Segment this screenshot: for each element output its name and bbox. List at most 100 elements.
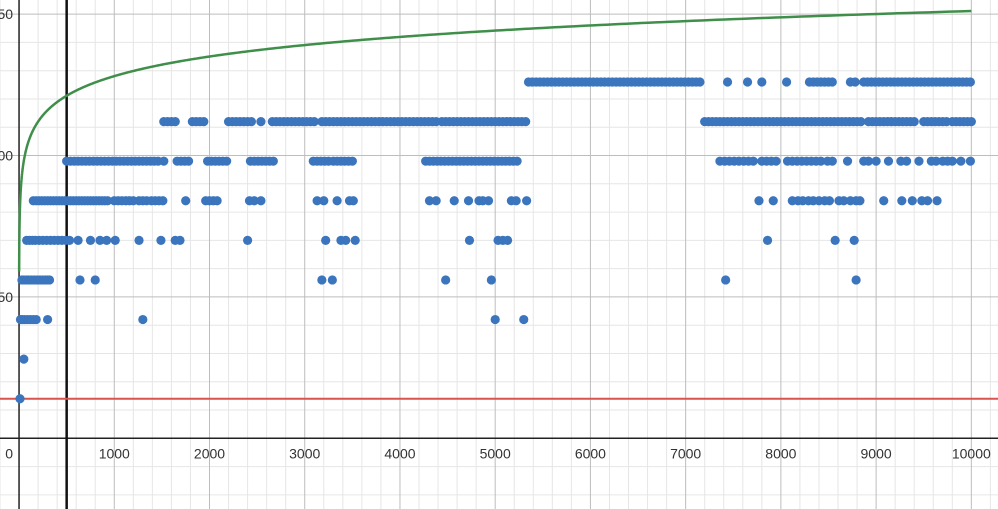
data-point [183,156,194,166]
data-point [90,275,100,285]
data-point [839,196,849,206]
y-tick-label: 150 [0,6,13,22]
data-point [502,235,513,245]
data-point [932,196,942,206]
data-point [212,196,222,206]
data-point [816,156,826,166]
data-point [695,77,705,87]
data-point [849,235,859,245]
data-point [347,156,357,166]
x-tick-label: 10000 [952,445,991,461]
data-point [158,196,168,206]
x-tick-label: 7000 [670,445,701,461]
data-point [170,116,180,127]
data-point [742,77,753,87]
data-point [901,156,912,166]
data-point [522,196,532,206]
x-tick-label: 6000 [575,445,606,461]
data-point [222,156,232,166]
data-point [830,235,840,245]
data-point [73,235,83,245]
log-curve [17,9,972,272]
data-point [956,156,966,166]
data-point [754,196,764,206]
data-point [341,235,351,245]
data-point [863,156,874,166]
data-point [138,314,148,325]
data-point [309,116,319,127]
x-tick-label: 2000 [194,445,225,461]
data-point [134,235,144,245]
curve-layer [17,9,972,272]
x-tick-label: 3000 [289,445,320,461]
data-point [490,314,500,325]
points-layer [15,77,976,404]
data-point [965,156,975,166]
data-point [256,116,266,127]
data-point [424,196,435,206]
data-point [827,77,837,87]
data-point [947,156,957,166]
data-point [914,156,924,166]
data-point [722,77,733,87]
data-point [879,196,889,206]
data-point [771,156,781,166]
data-point [102,235,112,245]
data-point [15,394,25,404]
y-tick-label: 100 [0,148,13,164]
x-tick-label: 5000 [480,445,511,461]
x-tick-label: 0 [5,445,13,461]
data-point [431,196,441,206]
data-point [781,77,792,87]
data-point [95,235,105,245]
data-point [44,275,55,285]
data-point [463,196,474,206]
data-point [762,235,773,245]
data-point [827,156,837,166]
data-point [871,156,881,166]
x-tick-label: 1000 [99,445,130,461]
data-point [512,156,522,166]
data-point [748,156,758,166]
data-point [249,196,259,206]
data-point [850,77,860,87]
x-tick-label: 8000 [765,445,796,461]
data-point [103,196,113,206]
data-point [256,196,266,206]
data-point [199,116,209,127]
data-point [757,77,767,87]
data-point [519,314,529,325]
data-point [350,235,360,245]
data-point [464,235,475,245]
data-point [317,275,327,285]
data-point [268,156,278,166]
data-point [312,196,322,206]
data-point [483,196,494,206]
data-point [85,235,96,245]
tick-labels: 0 1000 2000 3000 4000 5000 6000 7000 8000 9000 100… [0,6,991,461]
data-point [922,196,933,206]
data-point [768,196,778,206]
data-point [824,196,835,206]
x-tick-label: 4000 [384,445,415,461]
data-point [332,196,342,206]
data-point [855,196,865,206]
data-point [246,116,256,127]
data-point [319,196,329,206]
data-point [883,156,894,166]
data-point [721,275,731,285]
data-point [966,116,976,127]
data-point [75,275,85,285]
data-point [159,156,169,166]
data-point [965,77,975,87]
data-point [181,196,191,206]
data-point [511,196,521,206]
data-point [243,235,253,245]
data-point [931,156,941,166]
data-point [175,235,185,245]
data-point [31,314,41,325]
